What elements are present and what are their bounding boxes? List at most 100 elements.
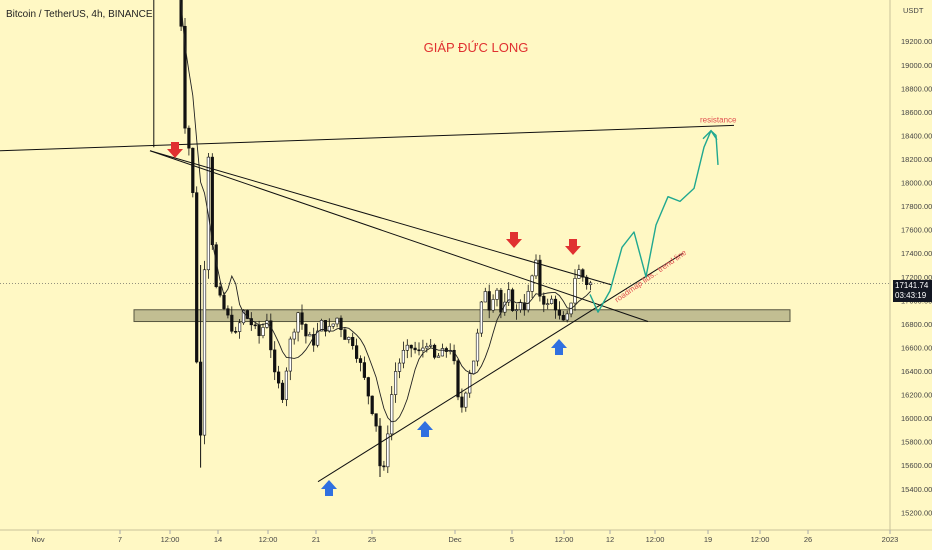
candle-body (354, 345, 359, 359)
candle-body (288, 338, 292, 372)
candle-body (331, 323, 335, 327)
author-text: GIÁP ĐỨC LONG (423, 40, 529, 55)
price-axis-panel (890, 0, 932, 550)
descending-trendline-upper (149, 150, 613, 286)
candle-body (222, 294, 226, 309)
candle-body (456, 360, 460, 398)
price-tick-label: 18200.00 (901, 155, 932, 164)
candle-body (468, 373, 472, 394)
candle-body (273, 349, 277, 373)
time-tick-label: 7 (118, 535, 122, 544)
support-zone (133, 309, 791, 323)
candle-body (577, 269, 581, 279)
sell-arrow-icon (167, 142, 183, 158)
price-tick-label: 16600.00 (901, 343, 932, 352)
price-tick-label: 15600.00 (901, 461, 932, 470)
countdown-tag: 03:43:19 (893, 290, 932, 302)
price-tick-label: 19200.00 (901, 37, 932, 46)
candle-body (238, 322, 242, 332)
time-tick-label: 21 (312, 535, 320, 544)
buy-arrow-icon (417, 421, 433, 437)
candle-body (425, 346, 429, 349)
candle-body (191, 147, 195, 193)
current-price-tag: 17141.74 (893, 280, 932, 292)
candle-body (581, 269, 585, 278)
candle-body (257, 324, 261, 337)
candle-body (234, 330, 238, 333)
candle-body (507, 289, 511, 303)
candle-body (530, 275, 534, 292)
price-tick-label: 15200.00 (901, 508, 932, 517)
candle-body (183, 25, 187, 129)
price-tick-label: 16000.00 (901, 414, 932, 423)
candle-body (429, 344, 433, 347)
candle-body (397, 362, 402, 372)
candle-body (546, 303, 550, 305)
candle-body (518, 302, 522, 311)
candle-body (460, 396, 464, 408)
candle-body (440, 348, 445, 357)
candle-body (249, 318, 253, 326)
candle-body (409, 344, 413, 349)
candle-body (308, 334, 312, 337)
candle-body (253, 324, 257, 327)
candle-body (561, 315, 565, 321)
resistance-label: resistance (700, 115, 737, 124)
candle-body (526, 291, 530, 311)
candle-body (362, 362, 367, 378)
candle-body (487, 291, 491, 311)
candle-body (214, 244, 218, 288)
buy-arrow-icon (551, 339, 567, 355)
projection-arrowhead (702, 129, 718, 141)
trendline-label: roadmap lids.. trend line (613, 248, 689, 305)
candle-body (300, 312, 304, 325)
candle-body (230, 314, 234, 332)
time-tick-label: 12:00 (161, 535, 180, 544)
price-tick-label: 16800.00 (901, 320, 932, 329)
candle-body (573, 278, 577, 304)
candle-body (436, 355, 441, 358)
price-tick-label: 15400.00 (901, 485, 932, 494)
candle-body (323, 320, 328, 332)
time-tick-label: 26 (804, 535, 812, 544)
buy-arrow-icon (321, 480, 337, 496)
candle-body (413, 347, 417, 351)
candle-body (343, 329, 347, 340)
time-tick-label: 12:00 (555, 535, 574, 544)
time-tick-label: 25 (368, 535, 376, 544)
price-tick-label: 18800.00 (901, 84, 932, 93)
candle-body (195, 192, 199, 363)
candle-body (276, 371, 281, 384)
candle-body (292, 331, 296, 340)
candle-body (483, 291, 487, 303)
candle-body (553, 298, 558, 311)
candle-body (351, 336, 355, 346)
candle-body (393, 371, 398, 395)
candle-body (366, 377, 370, 397)
time-tick-label: Dec (448, 535, 462, 544)
candle-body (491, 299, 495, 311)
author-name: GIÁP ĐỨC LONG (0, 40, 932, 55)
candle-body (202, 269, 207, 436)
candle-body (187, 127, 191, 149)
candle-body (296, 312, 300, 333)
price-tick-label: 18600.00 (901, 108, 932, 117)
candle-body (179, 0, 183, 27)
symbol-label: Bitcoin / TetherUS, 4h, BINANCE (6, 9, 153, 20)
candle-body (538, 259, 542, 297)
candle-body (374, 413, 378, 427)
candle-body (280, 382, 285, 400)
time-tick-label: 14 (214, 535, 222, 544)
moving-average-line (179, 0, 591, 423)
candle-body (358, 358, 363, 363)
time-tick-label: Nov (31, 535, 45, 544)
price-tick-label: 16200.00 (901, 391, 932, 400)
candle-body (335, 317, 339, 325)
time-tick-label: 12 (606, 535, 614, 544)
time-tick-label: 12:00 (259, 535, 278, 544)
candle-body (495, 289, 499, 300)
candle-body (471, 360, 476, 374)
candle-body (315, 330, 320, 346)
